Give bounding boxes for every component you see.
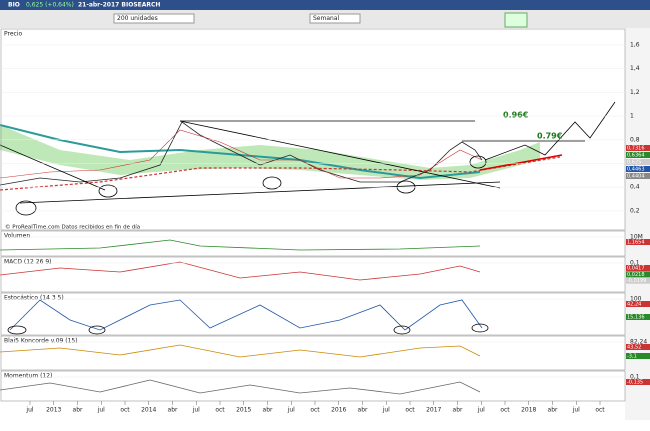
price-label: -0,135 bbox=[627, 380, 643, 386]
axis-label: 100 bbox=[630, 296, 642, 303]
quote: 0,625 (+0,64%) bbox=[26, 2, 74, 9]
price-tag bbox=[626, 265, 650, 271]
price-tag bbox=[626, 277, 650, 284]
axis-label: 82,24 bbox=[630, 339, 647, 346]
x-label: abr bbox=[168, 407, 178, 414]
x-label: oct bbox=[405, 407, 415, 414]
axis-label: 1 bbox=[630, 113, 634, 120]
price-tag bbox=[626, 344, 650, 350]
price-label: 0,4404 bbox=[627, 174, 645, 180]
panel bbox=[0, 370, 626, 402]
price-label: -0,0199 bbox=[627, 278, 646, 284]
price-label: 1,1654 bbox=[627, 240, 645, 246]
price-tag bbox=[626, 152, 650, 158]
panel-title: MACD (12 26 9) bbox=[4, 259, 51, 266]
price-tag bbox=[626, 271, 650, 278]
x-label: oct bbox=[120, 407, 130, 414]
x-label: 2016 bbox=[331, 407, 346, 414]
price-label: 42,24 bbox=[627, 302, 641, 308]
axis-label: 0,1 bbox=[630, 260, 640, 267]
target-label: 0.79€ bbox=[537, 132, 563, 141]
price-tag bbox=[626, 166, 650, 172]
price-label: -3,1 bbox=[627, 354, 637, 360]
panel bbox=[0, 256, 626, 293]
x-label: 2015 bbox=[236, 407, 251, 414]
x-label: 2018 bbox=[521, 407, 536, 414]
symbol: BIO bbox=[8, 2, 20, 9]
x-label: 2017 bbox=[426, 407, 441, 414]
price-tag bbox=[626, 301, 650, 307]
price-tag bbox=[626, 314, 650, 320]
period-select[interactable] bbox=[309, 13, 361, 24]
price-tag bbox=[626, 379, 650, 385]
panel-title: Blai5 Koncorde v.09 (15) bbox=[4, 338, 78, 345]
price-tag bbox=[626, 353, 650, 359]
axis-label: 1,2 bbox=[630, 89, 640, 96]
panel-title: Momentum (12) bbox=[4, 373, 52, 380]
icon[interactable] bbox=[504, 12, 528, 28]
x-label: jul bbox=[192, 407, 200, 414]
price-label: 0,625 bbox=[627, 160, 641, 166]
price-label: 0,0417 bbox=[627, 266, 645, 272]
price-label: 0,6364 bbox=[627, 153, 645, 159]
axis-label: 0,8 bbox=[630, 136, 640, 143]
axis-label: 10M bbox=[630, 234, 643, 241]
units: 200 unidades bbox=[117, 15, 158, 22]
panel bbox=[0, 292, 626, 336]
axis-label: 0,1 bbox=[630, 374, 640, 381]
x-label: oct bbox=[215, 407, 225, 414]
x-label: jul bbox=[477, 407, 485, 414]
info: 21-abr-2017 BIOSEARCH bbox=[78, 2, 160, 9]
x-label: jul bbox=[287, 407, 295, 414]
panel bbox=[0, 230, 626, 257]
x-label: abr bbox=[73, 407, 83, 414]
price-tag bbox=[626, 159, 650, 165]
price-label: 0,7316 bbox=[627, 146, 645, 152]
x-label: jul bbox=[25, 407, 33, 414]
price-label: 15,136 bbox=[627, 315, 645, 321]
x-label: abr bbox=[453, 407, 463, 414]
panel-title: Precio bbox=[4, 31, 23, 38]
price-tag bbox=[626, 145, 650, 151]
period: Semanal bbox=[313, 15, 340, 22]
x-label: abr bbox=[548, 407, 558, 414]
axis-label: 1,4 bbox=[630, 65, 640, 72]
price-label: 0,0218 bbox=[627, 272, 645, 278]
panel bbox=[0, 335, 626, 371]
credit: © ProRealTime.com Datos recibidos en fin… bbox=[5, 224, 140, 231]
x-label: oct bbox=[500, 407, 510, 414]
x-label: 2013 bbox=[46, 407, 61, 414]
panel-title: Estocástico (14 3 5) bbox=[4, 295, 64, 302]
price-tag bbox=[626, 173, 650, 179]
x-label: jul bbox=[382, 407, 390, 414]
price-drawing bbox=[0, 101, 616, 395]
x-label: abr bbox=[358, 407, 368, 414]
x-label: 2014 bbox=[141, 407, 156, 414]
panel bbox=[0, 28, 626, 231]
axis-label: 0,2 bbox=[630, 207, 640, 214]
x-label: jul bbox=[97, 407, 105, 414]
axis-label: 0,4 bbox=[630, 184, 640, 191]
units-select[interactable] bbox=[113, 13, 195, 24]
price-label: 43,52 bbox=[627, 345, 641, 351]
price-tag bbox=[626, 239, 650, 245]
title-bar bbox=[0, 0, 650, 10]
target-label: 0.96€ bbox=[503, 111, 529, 120]
x-label: abr bbox=[263, 407, 273, 414]
x-label: oct bbox=[595, 407, 605, 414]
price-axis-bg bbox=[625, 28, 650, 420]
x-label: oct bbox=[310, 407, 320, 414]
axis-label: 1,6 bbox=[630, 42, 640, 49]
panel-title: Volumen bbox=[4, 233, 30, 240]
x-label: jul bbox=[572, 407, 580, 414]
price-label: 0,4463 bbox=[627, 167, 645, 173]
